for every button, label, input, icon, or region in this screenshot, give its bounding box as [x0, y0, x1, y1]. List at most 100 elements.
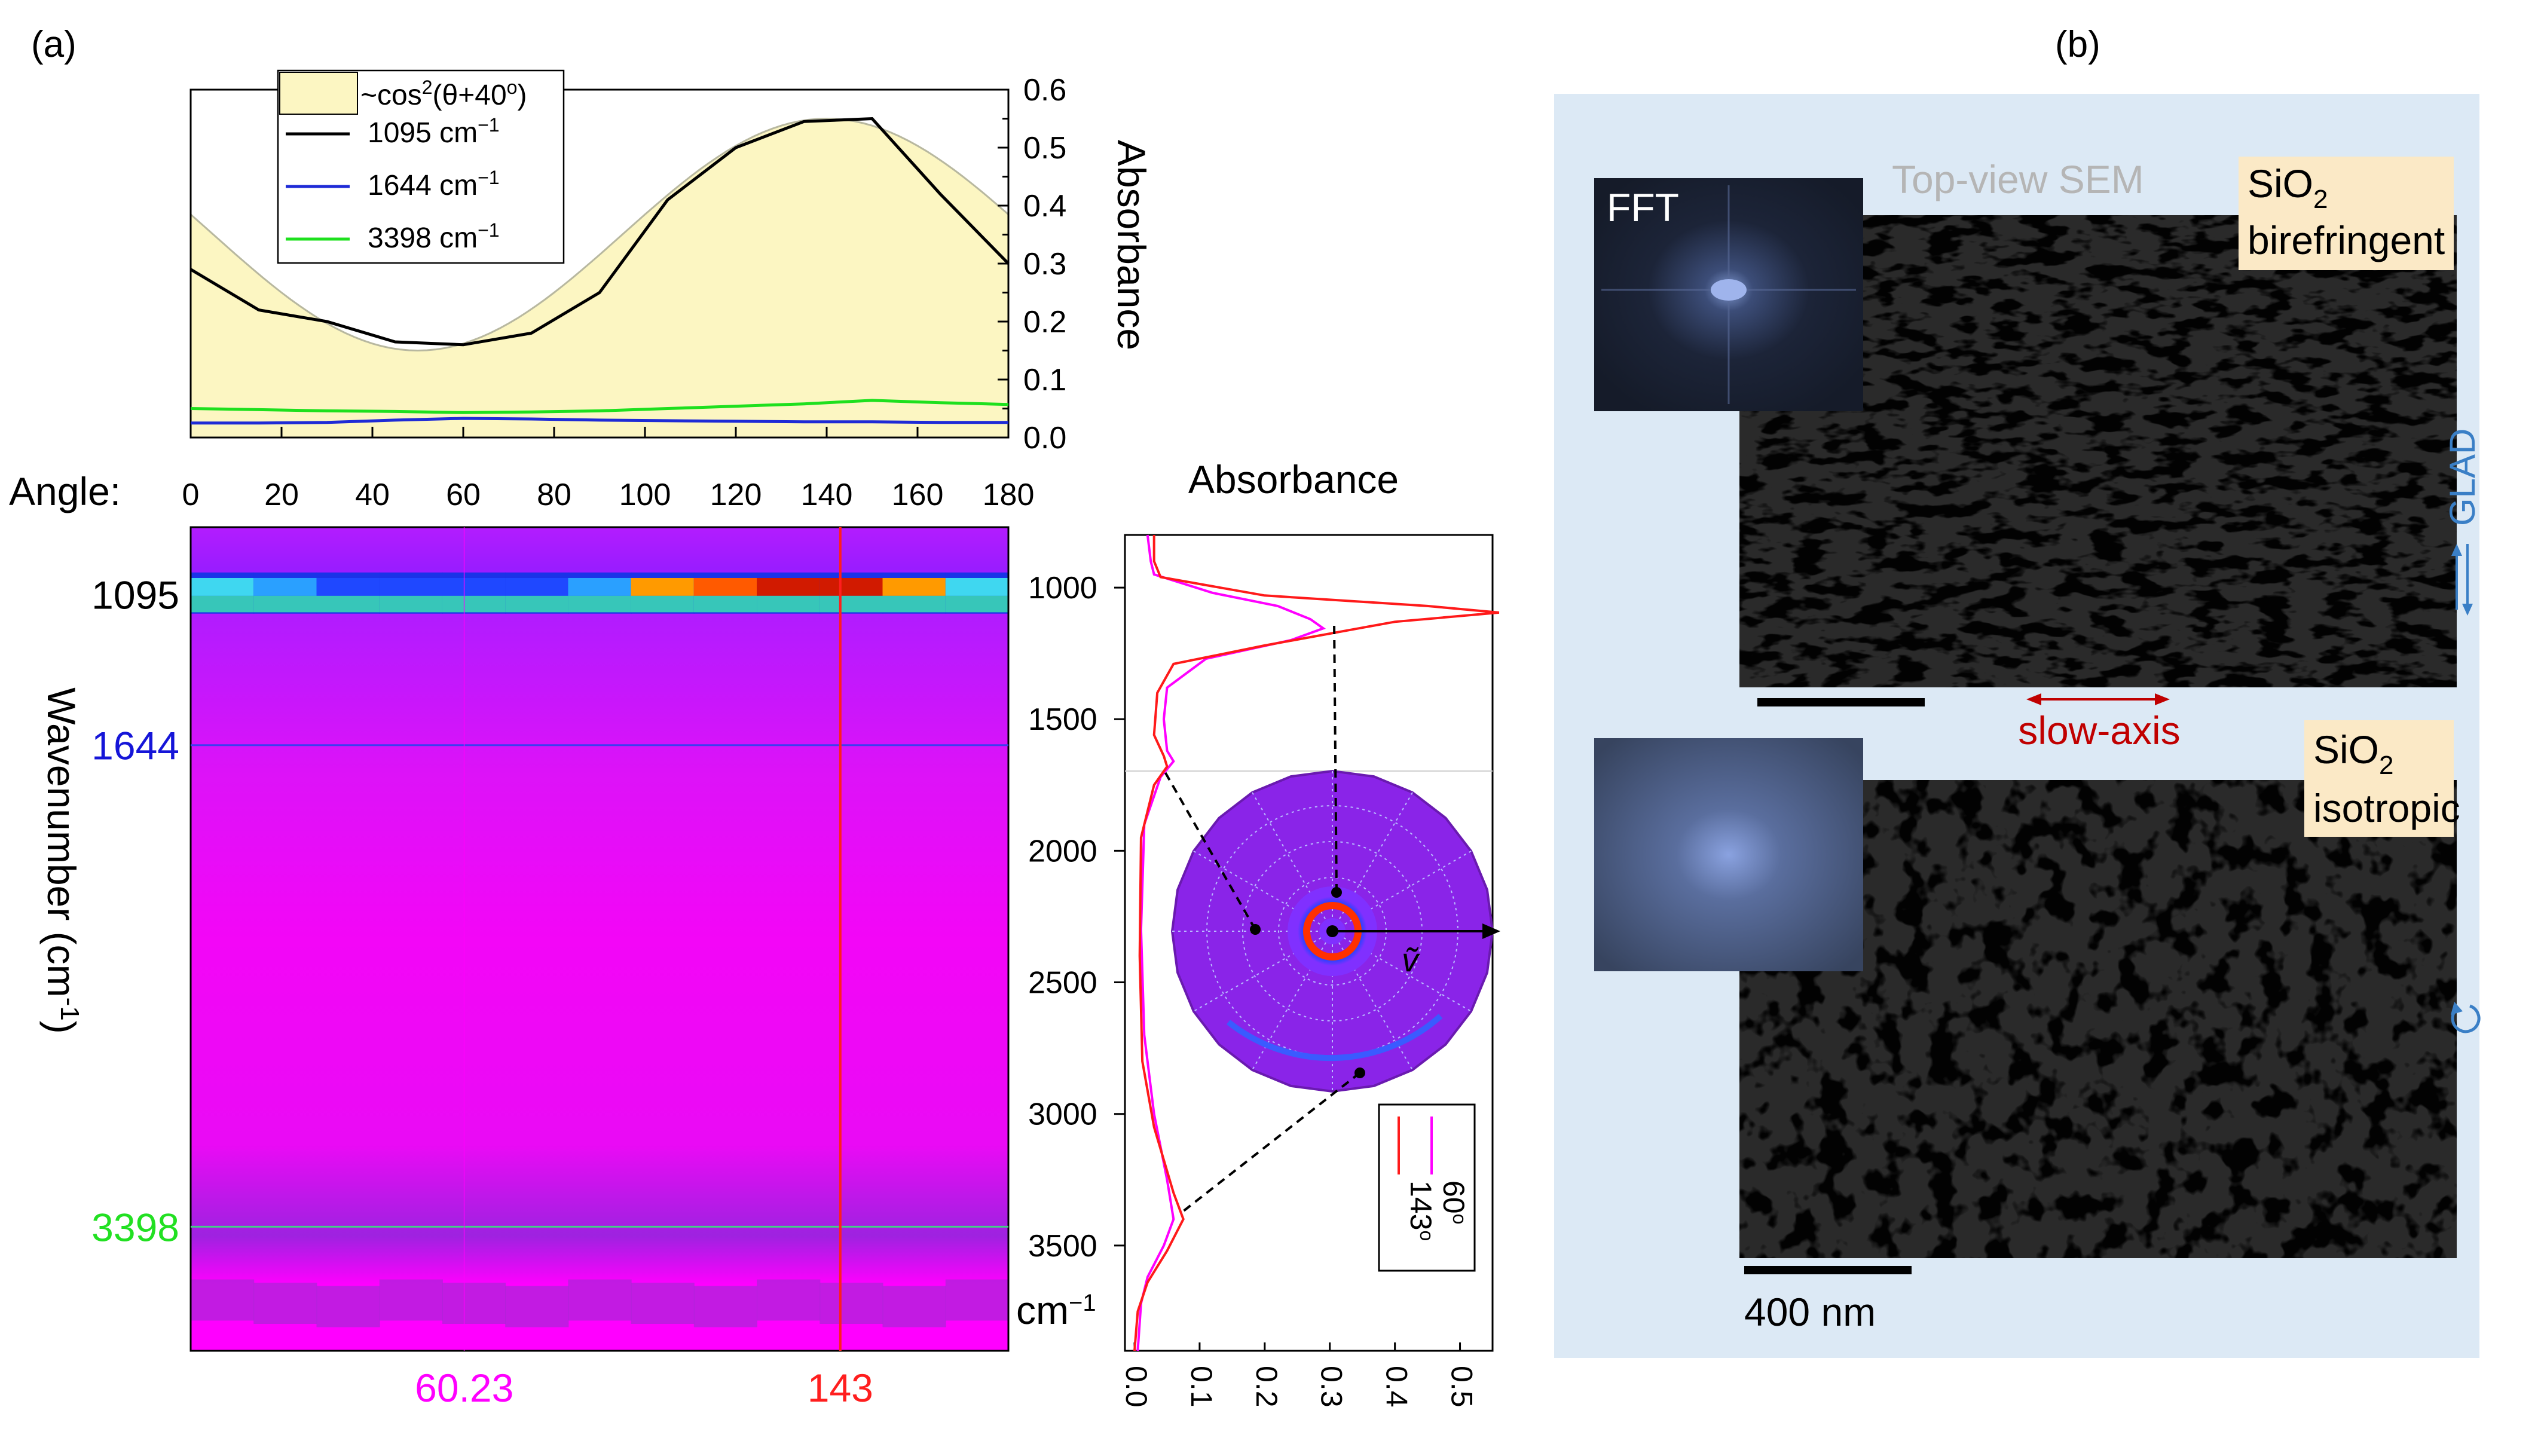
heatmap-lower-band	[945, 1279, 1009, 1321]
rotation-icon	[2451, 1002, 2481, 1033]
slow-axis-arrow: slow-axis	[2018, 693, 2181, 753]
heatmap-band-lower	[882, 595, 946, 613]
spectrum-title: Absorbance	[1188, 457, 1399, 501]
heatmap-lower-band	[253, 1283, 317, 1324]
spectrum-x-tick-label: 0.1	[1185, 1366, 1218, 1408]
label-sio2-bottom: SiO2	[2313, 727, 2394, 780]
spectrum-series-143	[1133, 535, 1500, 1351]
heatmap-band-lower	[757, 595, 821, 613]
heatmap-band-lower	[631, 595, 695, 613]
heatmap-lower-band	[568, 1279, 632, 1321]
angle-tick-label: 120	[710, 478, 762, 512]
arrow-left-icon	[2026, 693, 2041, 705]
polar-center-dot	[1326, 925, 1338, 937]
spectrum-y-tick-label: 1500	[1028, 702, 1097, 737]
panel-label-a: (a)	[31, 24, 77, 65]
heatmap-lower-band	[191, 1279, 255, 1321]
heatmap-lower-band	[379, 1279, 443, 1321]
glad-label: GLAD	[2442, 429, 2482, 526]
heatmap-background	[191, 527, 1008, 1351]
legend-label-1644: 1644 cm−1	[368, 167, 500, 201]
arrow-right-icon	[2155, 693, 2170, 705]
panel-label-b: (b)	[2055, 24, 2100, 65]
heatmap-lower-band	[505, 1286, 569, 1327]
heatmap-frame	[189, 526, 1010, 1352]
angle-tick-label: 40	[355, 478, 390, 512]
angle-tick-label: 20	[264, 478, 299, 512]
spectrum-x-tick-label: 0.0	[1120, 1366, 1153, 1408]
spectrum-x-tick-label: 0.4	[1380, 1366, 1414, 1408]
heatmap-band-core	[253, 577, 317, 596]
heatmap-band-core	[442, 577, 506, 596]
label-birefringent: birefringent	[2248, 218, 2445, 262]
label-box-birefringent	[2239, 157, 2454, 270]
connector-1644	[1163, 770, 1256, 930]
heatmap-band-core	[820, 577, 883, 596]
spectrum-x-tick-label: 0.5	[1445, 1366, 1479, 1408]
spectrum-legend-box	[1378, 1103, 1476, 1272]
heatmap-band-lower	[505, 595, 569, 613]
legend-label-143: 143o	[1404, 1180, 1438, 1241]
wavenumber-label-1644: 1644	[91, 724, 179, 768]
spectrum-y-tick-label: 2000	[1028, 834, 1097, 868]
arrow-up-icon	[2451, 544, 2462, 556]
angle-tick-label: 0	[182, 478, 200, 512]
spectrum-chart: Absorbance 1000 1500 2000 2500 3000 3500 0.0 0.…	[1016, 457, 1500, 1408]
heatmap-band-lower	[191, 595, 255, 613]
scale-bar-bottom	[1744, 1266, 1912, 1274]
heatmap-band-lower	[820, 595, 883, 613]
angle-tick-label: 100	[619, 478, 671, 512]
wavenumber-label-1095: 1095	[91, 573, 179, 617]
heatmap-band-core	[191, 577, 255, 596]
legend-label-fit: ~cos2(θ+40o)	[360, 77, 527, 111]
top-y-tick-label: 0.0	[1023, 421, 1066, 455]
heatmap-band-core	[316, 577, 380, 596]
heatmap-band-core	[505, 577, 569, 596]
legend: ~cos2(θ+40o) 1095 cm−1 1644 cm−1 3398 cm−1	[277, 69, 565, 264]
fft-inset-bottom	[1594, 738, 1863, 971]
spectrum-frame	[1124, 534, 1494, 1352]
top-y-axis-label: Absorbance	[1109, 140, 1154, 350]
heatmap-band-lower	[316, 595, 380, 613]
top-y-tick-label: 0.5	[1023, 131, 1066, 166]
polar-map-icon: ṽ	[1163, 621, 1500, 1215]
glad-indicator: GLAD	[2442, 429, 2482, 616]
heatmap-band-lower	[379, 595, 443, 613]
spectrum-x-tick-label: 0.2	[1250, 1366, 1283, 1408]
spectrum-y-tick-label: 2500	[1028, 966, 1097, 1001]
heatmap-lower-band	[316, 1286, 380, 1327]
angle-marker-label: 143	[808, 1366, 873, 1410]
spectrum-y-tick-label: 1000	[1028, 571, 1097, 605]
heatmap-band-core	[945, 577, 1009, 596]
connector-1095	[1333, 621, 1338, 893]
sem-panel: FFT Top-view SEM SiO2 birefringent SiO2 …	[1554, 94, 2482, 1358]
heatmap-band-core	[693, 577, 757, 596]
angle-axis-label: Angle:	[9, 469, 121, 513]
heatmap-band-lower	[568, 595, 632, 613]
label-sio2-top: SiO2	[2248, 161, 2328, 214]
connector-3398	[1179, 1072, 1361, 1215]
series-line-1644	[191, 417, 1008, 425]
spectrum-y-tick-label: 3500	[1028, 1229, 1097, 1264]
heatmap-band-lower	[693, 595, 757, 613]
legend-swatch-fit	[279, 72, 358, 115]
spectrum-legend: 60o 143o	[1378, 1103, 1476, 1272]
heatmap-band-core	[631, 577, 695, 596]
legend-label-1095: 1095 cm−1	[368, 114, 500, 149]
heatmap: 1095 1644 3398 60.23 143 Wavenumber (cm-1)	[39, 526, 1010, 1410]
top-y-tick-label: 0.6	[1023, 73, 1066, 108]
heatmap-lower-band	[442, 1283, 506, 1324]
legend-label-60: 60o	[1437, 1180, 1470, 1224]
top-y-tick-label: 0.4	[1023, 189, 1066, 224]
heatmap-lower-band	[631, 1283, 695, 1324]
legend-label-3398: 3398 cm−1	[368, 219, 500, 254]
label-isotropic: isotropic	[2313, 786, 2460, 830]
series-line-1095	[189, 117, 1010, 347]
slow-axis-label: slow-axis	[2018, 708, 2180, 753]
sem-title: Top-view SEM	[1892, 157, 2144, 201]
spectrum-x-tick-label: 0.3	[1315, 1366, 1349, 1408]
top-y-tick-label: 0.1	[1023, 363, 1066, 397]
arrow-down-icon	[2462, 604, 2473, 616]
